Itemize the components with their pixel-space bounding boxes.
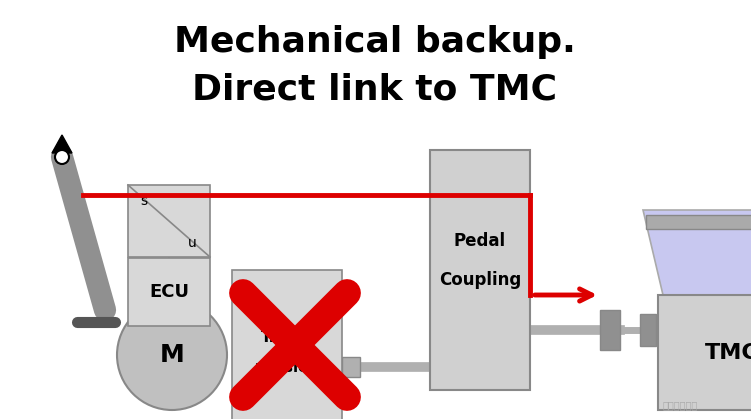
Bar bbox=[128, 258, 210, 326]
Bar bbox=[600, 310, 620, 350]
Text: M: M bbox=[160, 343, 185, 367]
Polygon shape bbox=[52, 135, 72, 153]
Circle shape bbox=[55, 150, 69, 164]
Bar bbox=[232, 270, 342, 419]
Bar bbox=[646, 215, 751, 229]
Text: mission: mission bbox=[255, 360, 320, 375]
Bar bbox=[342, 357, 360, 377]
Text: Trans-: Trans- bbox=[261, 330, 313, 345]
Text: ECU: ECU bbox=[149, 283, 189, 301]
Bar bbox=[640, 314, 656, 346]
Text: TMC: TMC bbox=[705, 342, 751, 362]
Text: Coupling: Coupling bbox=[439, 271, 521, 289]
Bar bbox=[430, 150, 530, 390]
Text: Mechanical backup.: Mechanical backup. bbox=[174, 25, 576, 59]
Text: u: u bbox=[188, 236, 197, 250]
Text: 蔑知智能汽车: 蔑知智能汽车 bbox=[662, 400, 698, 410]
Text: Pedal: Pedal bbox=[454, 232, 506, 250]
Text: Direct link to TMC: Direct link to TMC bbox=[192, 73, 557, 107]
Circle shape bbox=[117, 300, 227, 410]
Bar bbox=[128, 185, 210, 257]
Text: s: s bbox=[140, 194, 147, 208]
Polygon shape bbox=[643, 210, 751, 295]
Bar bbox=[658, 295, 751, 410]
